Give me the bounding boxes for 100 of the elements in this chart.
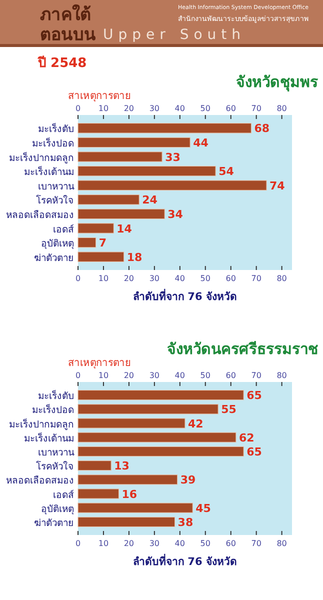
y-tick-label: มะเร็งปากมดลูก xyxy=(9,150,74,164)
data-label: 68 xyxy=(254,122,270,136)
x2-tick-label: 10 xyxy=(98,104,109,113)
x-tick-label: 20 xyxy=(124,274,134,283)
data-label: 13 xyxy=(114,460,130,473)
y-tick-label: มะเร็งเต้านม xyxy=(24,165,74,178)
x2-tick-label: 70 xyxy=(251,371,262,380)
x-tick-label: 40 xyxy=(174,274,185,283)
x2-tick-label: 0 xyxy=(75,371,81,380)
x-tick-label: 60 xyxy=(226,539,236,548)
bar xyxy=(78,223,114,234)
y-tick-label: มะเร็งตับ xyxy=(38,389,74,402)
data-label: 16 xyxy=(122,488,138,501)
x-tick-label: 80 xyxy=(276,274,287,283)
bar xyxy=(78,502,193,513)
data-label: 7 xyxy=(98,236,106,250)
x2-tick-label: 20 xyxy=(124,104,134,113)
x-tick-label: 10 xyxy=(98,539,109,548)
data-label: 18 xyxy=(126,250,142,264)
bar xyxy=(78,122,252,134)
bar xyxy=(78,488,120,499)
y-axis-title: สาเหตุการตาย xyxy=(68,91,131,102)
y-axis-title: สาเหตุการตาย xyxy=(68,358,131,369)
text: Upper South xyxy=(103,27,246,43)
x-tick-label: 30 xyxy=(149,274,160,283)
chart-title: จังหวัดชุมพร xyxy=(236,73,319,92)
text: ปี 2548 xyxy=(37,55,87,71)
bar xyxy=(78,516,176,528)
y-tick-label: หลอดเลือดสมอง xyxy=(6,476,74,487)
y-tick-label: มะเร็งเต้านม xyxy=(24,431,74,444)
x2-tick-label: 60 xyxy=(226,371,236,380)
y-tick-label: เบาหวาน xyxy=(38,447,75,458)
x-tick-label: 70 xyxy=(251,539,262,548)
y-tick-label: มะเร็งปอด xyxy=(32,403,74,416)
x2-tick-label: 80 xyxy=(276,104,287,113)
chart-title: จังหวัดนครศรีธรรมราช xyxy=(167,340,318,358)
bar xyxy=(78,390,244,400)
data-label: 39 xyxy=(180,474,196,487)
data-label: 44 xyxy=(193,136,209,150)
y-tick-label: เบาหวาน xyxy=(38,181,75,192)
bar xyxy=(78,460,112,471)
y-tick-label: มะเร็งปอด xyxy=(32,136,74,150)
y-tick-label: มะเร็งตับ xyxy=(38,122,74,136)
y-tick-label: ฆ่าตัวตาย xyxy=(34,518,74,529)
x2-tick-label: 40 xyxy=(174,104,185,113)
x-tick-label: 80 xyxy=(276,539,287,548)
bar xyxy=(78,180,267,191)
text: ภาคใต้ xyxy=(40,4,91,25)
data-label: 33 xyxy=(165,150,180,164)
data-label: 14 xyxy=(116,222,132,236)
x2-tick-label: 40 xyxy=(174,371,185,380)
x-tick-label: 50 xyxy=(200,274,210,283)
bar xyxy=(78,152,162,162)
x2-tick-label: 30 xyxy=(149,371,160,380)
x-axis-title: ลำดับที่จาก 76 จังหวัด xyxy=(133,288,237,303)
data-label: 74 xyxy=(270,179,286,192)
x-tick-label: 0 xyxy=(75,274,81,283)
bar xyxy=(78,194,140,205)
x-tick-label: 70 xyxy=(251,274,262,283)
x-axis-title: ลำดับที่จาก 76 จังหวัด xyxy=(133,553,237,568)
x2-tick-label: 60 xyxy=(226,104,236,113)
y-tick-label: มะเร็งปากมดลูก xyxy=(9,417,74,430)
data-label: 42 xyxy=(188,417,204,430)
y-tick-label: อุบัติเหตุ xyxy=(41,504,74,515)
x-tick-label: 60 xyxy=(226,274,236,283)
data-label: 62 xyxy=(238,431,254,444)
bar xyxy=(78,418,186,428)
bar xyxy=(78,432,236,442)
data-label: 54 xyxy=(218,165,234,178)
data-label: 38 xyxy=(178,516,194,529)
x2-tick-label: 0 xyxy=(75,104,81,113)
x-tick-label: 40 xyxy=(174,539,185,548)
y-tick-label: หลอดเลือดสมอง xyxy=(6,210,74,221)
bar xyxy=(78,208,165,220)
x-tick-label: 10 xyxy=(98,274,109,283)
y-tick-label: เอดส์ xyxy=(53,223,74,236)
x-tick-label: 20 xyxy=(124,539,134,548)
bar xyxy=(78,137,190,148)
data-label: 65 xyxy=(246,445,262,458)
y-tick-label: อุบัติเหตุ xyxy=(41,238,74,250)
text: ตอนบน xyxy=(40,25,96,45)
bar xyxy=(78,404,218,414)
y-tick-label: ฆ่าตัวตาย xyxy=(34,252,74,264)
bar xyxy=(78,252,124,262)
x2-tick-label: 80 xyxy=(276,371,287,380)
data-label: 24 xyxy=(142,194,158,207)
y-tick-label: เอดส์ xyxy=(53,488,74,501)
bar xyxy=(78,474,178,485)
data-label: 45 xyxy=(196,502,211,515)
x-tick-label: 50 xyxy=(200,539,210,548)
bar xyxy=(78,446,244,457)
x2-tick-label: 30 xyxy=(149,104,160,113)
x-tick-label: 0 xyxy=(75,539,81,548)
data-label: 65 xyxy=(246,389,262,402)
x2-tick-label: 50 xyxy=(200,371,210,380)
x2-tick-label: 70 xyxy=(251,104,262,113)
bar xyxy=(78,166,216,176)
x2-tick-label: 20 xyxy=(124,371,134,380)
y-tick-label: โรคหัวใจ xyxy=(36,194,74,207)
x2-tick-label: 10 xyxy=(98,371,109,380)
